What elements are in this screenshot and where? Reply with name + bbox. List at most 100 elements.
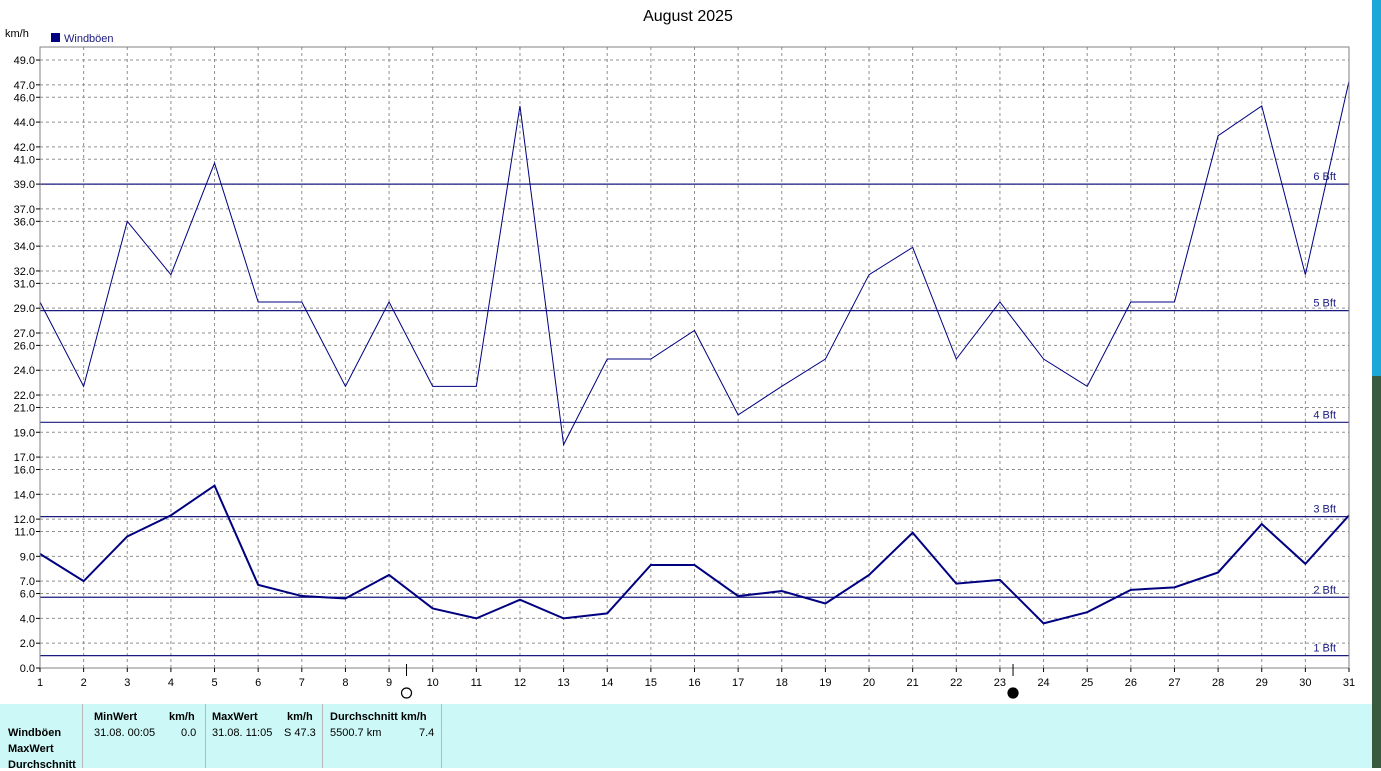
- y-tick-label: 36.0: [14, 216, 35, 228]
- x-tick-label: 31: [1343, 677, 1355, 689]
- y-tick-label: 49.0: [14, 55, 35, 67]
- y-tick-label: 16.0: [14, 464, 35, 476]
- y-tick-label: 31.0: [14, 278, 35, 290]
- y-tick-label: 9.0: [20, 551, 35, 563]
- y-tick-label: 22.0: [14, 390, 35, 402]
- x-tick-label: 8: [342, 677, 348, 689]
- x-tick-label: 12: [514, 677, 526, 689]
- x-tick-label: 4: [168, 677, 174, 689]
- x-tick-label: 18: [776, 677, 788, 689]
- beaufort-label: 6 Bft: [1313, 171, 1336, 183]
- y-axis-unit: km/h: [5, 28, 29, 40]
- y-tick-label: 34.0: [14, 241, 35, 253]
- y-tick-label: 2.0: [20, 638, 35, 650]
- stats-max: MaxWert km/h 31.08. 11:05 S 47.3: [206, 704, 323, 768]
- x-tick-label: 22: [950, 677, 962, 689]
- stats-row-labels: Windböen MaxWert Durchschnitt: [0, 704, 83, 771]
- x-tick-label: 14: [601, 677, 613, 689]
- x-tick-label: 17: [732, 677, 744, 689]
- beaufort-label: 4 Bft: [1313, 409, 1336, 421]
- x-tick-label: 24: [1037, 677, 1049, 689]
- x-axis: 1 2 3 4 5 6 7 8 9 10 11 12 13 14 15 16 17 18 19 20 21 22 23 24 2…: [37, 668, 1355, 689]
- new-moon-icon: [1007, 687, 1019, 699]
- series-line-average: [39, 484, 1350, 625]
- beaufort-label: 3 Bft: [1313, 504, 1336, 516]
- x-tick-label: 29: [1256, 677, 1268, 689]
- y-tick-label: 32.0: [14, 266, 35, 278]
- x-tick-label: 26: [1125, 677, 1137, 689]
- stats-min: MinWert km/h 31.08. 00:05 0.0: [83, 704, 206, 768]
- grid: [40, 47, 1349, 668]
- y-tick-label: 46.0: [14, 92, 35, 104]
- y-tick-label: 42.0: [14, 142, 35, 154]
- avg-header: Durchschnitt km/h: [330, 711, 427, 723]
- row-label: MaxWert: [8, 743, 54, 755]
- min-time: 31.08. 00:05: [94, 727, 156, 739]
- x-tick-label: 6: [255, 677, 261, 689]
- stats-average: Durchschnitt km/h 5500.7 km 7.4: [323, 704, 442, 768]
- max-header: MaxWert: [212, 711, 258, 723]
- plot-frame: [39, 46, 1350, 669]
- y-tick-label: 7.0: [20, 576, 35, 588]
- beaufort-label: 5 Bft: [1313, 298, 1336, 310]
- x-tick-label: 20: [863, 677, 875, 689]
- stats-panel: Windböen MaxWert Durchschnitt MinWert km…: [0, 704, 1372, 771]
- y-tick-label: 47.0: [14, 80, 35, 92]
- y-tick-label: 19.0: [14, 427, 35, 439]
- row-label: Windböen: [8, 727, 62, 739]
- y-tick-label: 0.0: [20, 663, 35, 675]
- y-axis: 0.0 2.0 4.0 6.07.0 9.0 11.012.0 14.0 16.017.0 19…: [14, 55, 40, 675]
- x-tick-label: 1: [37, 677, 43, 689]
- beaufort-label: 2 Bft: [1313, 584, 1336, 596]
- avg-value: 7.4: [419, 727, 435, 739]
- y-tick-label: 17.0: [14, 452, 35, 464]
- y-tick-label: 39.0: [14, 179, 35, 191]
- y-tick-label: 27.0: [14, 328, 35, 340]
- x-tick-label: 15: [645, 677, 657, 689]
- x-tick-label: 23: [994, 677, 1006, 689]
- max-time: 31.08. 11:05: [212, 727, 273, 739]
- wind-chart: August 2025 km/h Windböen 1 Bft 2 Bft 3 Bf…: [5, 8, 1355, 699]
- right-edge-strip: [1372, 0, 1381, 768]
- min-unit: km/h: [169, 711, 195, 723]
- y-tick-label: 24.0: [14, 365, 35, 377]
- chart-title: August 2025: [643, 8, 733, 25]
- x-tick-label: 7: [299, 677, 305, 689]
- legend-label: Windböen: [64, 33, 114, 45]
- y-tick-label: 12.0: [14, 514, 35, 526]
- y-tick-label: 37.0: [14, 204, 35, 216]
- y-tick-label: 21.0: [14, 402, 35, 414]
- row-label: Durchschnitt: [8, 759, 76, 771]
- x-tick-label: 16: [688, 677, 700, 689]
- beaufort-label: 1 Bft: [1313, 643, 1336, 655]
- x-tick-label: 13: [557, 677, 569, 689]
- legend-swatch: [51, 33, 60, 42]
- y-tick-label: 44.0: [14, 117, 35, 129]
- photo-edge: [1372, 376, 1381, 768]
- max-value: S 47.3: [284, 727, 316, 739]
- series-lines: [39, 81, 1350, 625]
- x-tick-label: 21: [907, 677, 919, 689]
- y-tick-label: 26.0: [14, 340, 35, 352]
- min-value: 0.0: [181, 727, 197, 739]
- moon-phases: [400, 664, 1019, 699]
- x-tick-label: 27: [1168, 677, 1180, 689]
- x-tick-label: 10: [427, 677, 439, 689]
- series-line-gusts: [39, 81, 1350, 447]
- x-tick-label: 3: [124, 677, 130, 689]
- beaufort-lines: 1 Bft 2 Bft 3 Bft 4 Bft 5 Bft 6 Bft: [40, 171, 1349, 657]
- max-unit: km/h: [287, 711, 313, 723]
- y-tick-label: 29.0: [14, 303, 35, 315]
- full-moon-icon: [400, 687, 413, 699]
- y-tick-label: 4.0: [20, 613, 35, 625]
- avg-distance: 5500.7 km: [330, 727, 382, 739]
- x-tick-label: 2: [81, 677, 87, 689]
- y-tick-label: 14.0: [14, 489, 35, 501]
- x-tick-label: 19: [819, 677, 831, 689]
- x-tick-label: 30: [1299, 677, 1311, 689]
- x-tick-label: 28: [1212, 677, 1224, 689]
- min-header: MinWert: [94, 711, 138, 723]
- x-tick-label: 5: [211, 677, 217, 689]
- y-tick-label: 41.0: [14, 154, 35, 166]
- y-tick-label: 11.0: [14, 527, 35, 539]
